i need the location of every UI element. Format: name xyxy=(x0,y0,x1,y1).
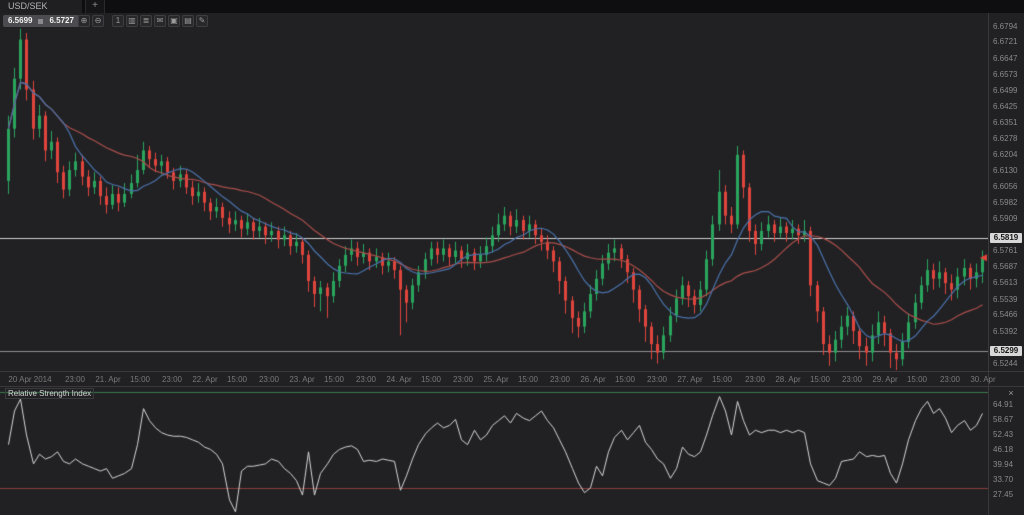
price-axis-label: 6.6647 xyxy=(993,53,1018,63)
price-axis-label: 6.6425 xyxy=(993,101,1018,111)
time-axis-label: 27. Apr xyxy=(677,375,703,384)
templates-button[interactable]: ▤ xyxy=(182,15,194,27)
quote-display: 6.5699 6.5727 xyxy=(3,15,79,27)
time-axis-label: 23:00 xyxy=(549,375,571,384)
time-axis-label: 15:00 xyxy=(129,375,151,384)
price-axis-label: 6.6573 xyxy=(993,69,1018,79)
time-axis-separator xyxy=(0,371,1024,372)
price-axis-label: 6.5909 xyxy=(993,214,1018,224)
tab-usdsek[interactable]: USD/SEK xyxy=(0,0,82,13)
price-axis-label: 6.6499 xyxy=(993,85,1018,95)
price-axis-label: 6.5466 xyxy=(993,310,1018,320)
rsi-close-icon[interactable]: × xyxy=(1008,388,1014,398)
axis-separator xyxy=(988,13,989,515)
time-axis-label: 15:00 xyxy=(614,375,636,384)
draw-button[interactable]: ✎ xyxy=(196,15,208,27)
rsi-panel-title: Relative Strength Index xyxy=(5,388,95,399)
new-tab-button[interactable]: + xyxy=(85,0,105,13)
zoom-in-button[interactable]: ⊕ xyxy=(78,15,90,27)
time-axis-label: 21. Apr xyxy=(95,375,121,384)
price-axis-label: 6.5539 xyxy=(993,294,1018,304)
time-axis-label: 25. Apr xyxy=(483,375,509,384)
time-axis-label: 15:00 xyxy=(711,375,733,384)
bid-button[interactable]: 6.5699 xyxy=(8,16,33,25)
rsi-axis-label: 33.70 xyxy=(993,474,1014,484)
rsi-chart-canvas[interactable] xyxy=(0,387,988,515)
time-axis-label: 23:00 xyxy=(744,375,766,384)
time-axis-label: 15:00 xyxy=(517,375,539,384)
time-axis-label: 26. Apr xyxy=(580,375,606,384)
time-axis-label: 15:00 xyxy=(906,375,928,384)
price-axis[interactable]: 6.6794 6.6721 6.6647 6.6573 6.6499 6.6425 6.63… xyxy=(989,13,1024,371)
time-axis-label: 23:00 xyxy=(64,375,86,384)
price-axis-label: 6.6721 xyxy=(993,37,1018,47)
alerts-button[interactable]: ▣ xyxy=(168,15,180,27)
price-axis-label: 6.6204 xyxy=(993,149,1018,159)
time-axis-label: 30. Apr xyxy=(970,375,996,384)
price-axis-label: 6.5761 xyxy=(993,246,1018,256)
time-axis-label: 20 Apr 2014 xyxy=(8,375,52,384)
price-axis-label: 6.5392 xyxy=(993,326,1018,336)
price-level-marker[interactable]: 6.5299 xyxy=(990,345,1022,356)
time-axis-label: 23:00 xyxy=(258,375,280,384)
rsi-axis[interactable]: 64.91 58.67 52.43 46.18 39.94 33.70 27.45 xyxy=(989,387,1024,515)
price-axis-label: 6.6278 xyxy=(993,133,1018,143)
ask-button[interactable]: 6.5727 xyxy=(49,16,74,25)
time-axis-label: 29. Apr xyxy=(872,375,898,384)
indicators-button[interactable]: ≣ xyxy=(140,15,152,27)
spread-indicator xyxy=(38,18,44,24)
price-axis-label: 6.6130 xyxy=(993,166,1018,176)
time-axis-label: 23:00 xyxy=(161,375,183,384)
time-axis-label: 28. Apr xyxy=(775,375,801,384)
chart-type-button[interactable]: ▥ xyxy=(126,15,138,27)
time-axis-label: 23:00 xyxy=(841,375,863,384)
time-axis-label: 15:00 xyxy=(226,375,248,384)
zoom-out-button[interactable]: ⊖ xyxy=(92,15,104,27)
rsi-axis-label: 46.18 xyxy=(993,445,1014,454)
price-axis-label: 6.5687 xyxy=(993,262,1018,272)
price-axis-label: 6.5982 xyxy=(993,198,1018,208)
compare-button[interactable]: ✉ xyxy=(154,15,166,27)
timeframe-button[interactable]: 1 xyxy=(112,15,124,27)
price-axis-label: 6.5613 xyxy=(993,278,1018,288)
time-axis-label: 23. Apr xyxy=(289,375,315,384)
rsi-axis-label: 52.43 xyxy=(993,429,1014,439)
price-axis-label: 6.5244 xyxy=(993,358,1018,368)
rsi-axis-label: 39.94 xyxy=(993,459,1014,469)
time-axis[interactable]: 20 Apr 2014 23:00 21. Apr 15:00 23:00 22. Apr… xyxy=(0,372,1024,386)
rsi-axis-label: 27.45 xyxy=(993,489,1014,499)
time-axis-label: 15:00 xyxy=(809,375,831,384)
tab-bar: USD/SEK + xyxy=(0,0,1024,13)
main-chart-canvas[interactable] xyxy=(0,13,988,371)
time-axis-label: 23:00 xyxy=(939,375,961,384)
time-axis-label: 23:00 xyxy=(452,375,474,384)
time-axis-label: 15:00 xyxy=(420,375,442,384)
time-axis-label: 23:00 xyxy=(646,375,668,384)
price-level-marker[interactable]: 6.5819 xyxy=(990,232,1022,243)
time-axis-label: 24. Apr xyxy=(386,375,412,384)
rsi-panel-separator xyxy=(0,386,1024,387)
time-axis-label: 23:00 xyxy=(355,375,377,384)
price-axis-label: 6.6056 xyxy=(993,182,1018,192)
time-axis-label: 15:00 xyxy=(323,375,345,384)
rsi-axis-label: 64.91 xyxy=(993,400,1014,410)
chart-toolbar: ⊕ ⊖ 1 ▥ ≣ ✉ ▣ ▤ ✎ xyxy=(78,15,208,27)
price-axis-label: 6.6794 xyxy=(993,21,1018,31)
price-axis-label: 6.6351 xyxy=(993,117,1018,127)
rsi-axis-label: 58.67 xyxy=(993,415,1014,424)
time-axis-label: 22. Apr xyxy=(192,375,218,384)
